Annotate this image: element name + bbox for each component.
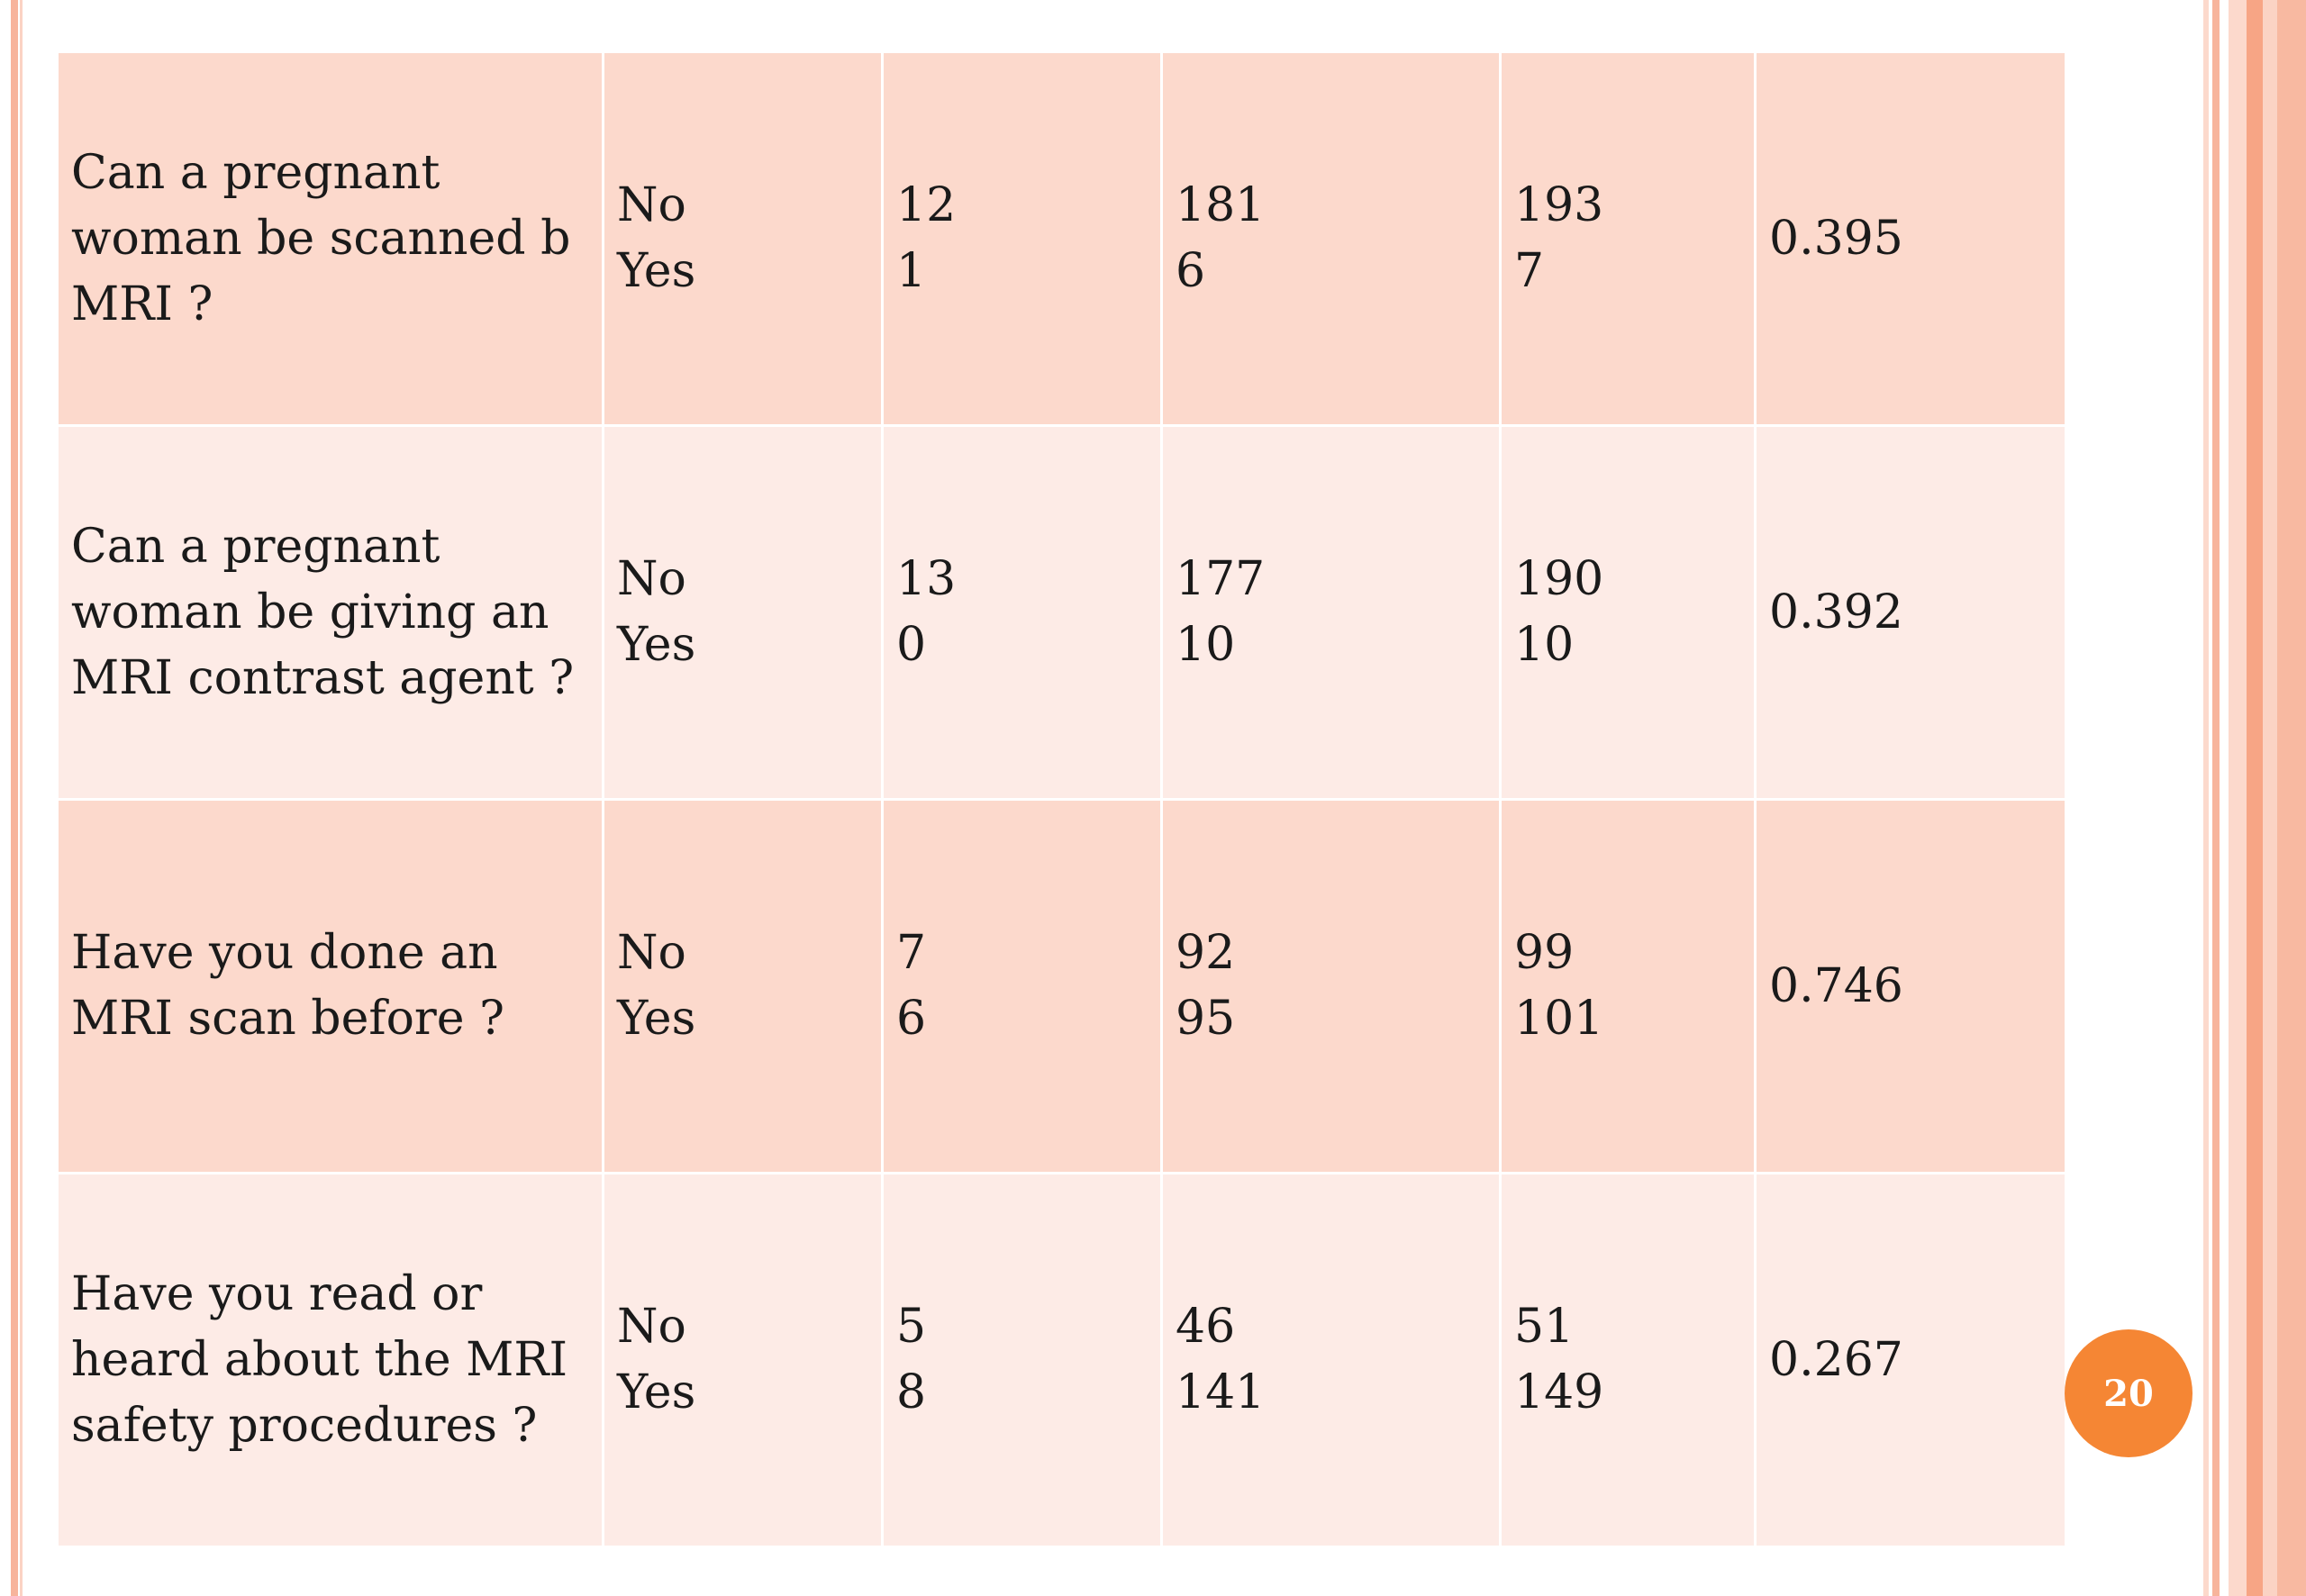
page-number-badge: 20 — [2065, 1329, 2193, 1457]
left-border-stripe-thin — [20, 0, 23, 1596]
question-text: Have you done an MRI scan before ? — [71, 926, 504, 1046]
p-value: 0.746 — [1769, 958, 1903, 1013]
total-value: 190 — [1514, 552, 1604, 606]
count-value: 10 — [1176, 618, 1236, 672]
answer-yes: Yes — [617, 992, 696, 1046]
total-value: 101 — [1514, 992, 1604, 1046]
total-value: 99 — [1514, 926, 1575, 980]
p-value-cell: 0.267 — [1754, 1172, 2067, 1548]
count-cell: 13 0 — [881, 424, 1163, 801]
total-cell: 190 10 — [1499, 424, 1757, 801]
count-value: 13 — [896, 552, 957, 606]
count-value: 6 — [1176, 244, 1206, 298]
question-cell: Have you read or heard about the MRI saf… — [56, 1172, 604, 1548]
p-value-cell: 0.392 — [1754, 424, 2067, 801]
table-row: Can a pregnant woman be scanned b MRI ? … — [56, 50, 2067, 427]
total-value: 149 — [1514, 1365, 1604, 1419]
p-value: 0.395 — [1769, 211, 1903, 266]
left-border-stripe — [11, 0, 18, 1596]
answer-no: No — [617, 926, 686, 980]
count-cell: 46 141 — [1160, 1172, 1502, 1548]
count-value: 177 — [1176, 552, 1266, 606]
answer-yes: Yes — [617, 1365, 696, 1419]
count-value: 141 — [1176, 1365, 1266, 1419]
total-value: 193 — [1514, 178, 1604, 232]
total-value: 51 — [1514, 1300, 1575, 1354]
total-value: 7 — [1514, 244, 1545, 298]
count-value: 12 — [896, 178, 957, 232]
count-value: 95 — [1176, 992, 1236, 1046]
answer-cell: No Yes — [602, 1172, 884, 1548]
count-value: 6 — [896, 992, 927, 1046]
count-value: 181 — [1176, 178, 1266, 232]
answer-cell: No Yes — [602, 424, 884, 801]
count-cell: 177 10 — [1160, 424, 1502, 801]
p-value-cell: 0.746 — [1754, 798, 2067, 1174]
question-text: Can a pregnant woman be scanned b MRI ? — [71, 145, 571, 331]
question-text: Can a pregnant woman be giving an MRI co… — [71, 519, 575, 705]
count-value: 1 — [896, 244, 927, 298]
answer-cell: No Yes — [602, 798, 884, 1174]
count-value: 46 — [1176, 1300, 1236, 1354]
count-value: 8 — [896, 1365, 927, 1419]
right-border-stripe — [2229, 0, 2247, 1596]
count-cell: 92 95 — [1160, 798, 1502, 1174]
question-text: Have you read or heard about the MRI saf… — [71, 1266, 568, 1453]
answer-yes: Yes — [617, 618, 696, 672]
table-row: Have you read or heard about the MRI saf… — [56, 1172, 2067, 1548]
answer-no: No — [617, 552, 686, 606]
p-value-cell: 0.395 — [1754, 50, 2067, 427]
question-cell: Can a pregnant woman be scanned b MRI ? — [56, 50, 604, 427]
count-value: 92 — [1176, 926, 1236, 980]
count-value: 0 — [896, 618, 927, 672]
right-border-stripe — [2277, 0, 2306, 1596]
p-value: 0.267 — [1769, 1332, 1903, 1387]
right-border-stripe — [2247, 0, 2263, 1596]
table-row: Can a pregnant woman be giving an MRI co… — [56, 424, 2067, 801]
count-value: 5 — [896, 1300, 927, 1354]
answer-no: No — [617, 178, 686, 232]
survey-table: Can a pregnant woman be scanned b MRI ? … — [56, 50, 2067, 1548]
total-cell: 193 7 — [1499, 50, 1757, 427]
total-cell: 99 101 — [1499, 798, 1757, 1174]
table-row: Have you done an MRI scan before ? No Yes… — [56, 798, 2067, 1174]
count-cell: 12 1 — [881, 50, 1163, 427]
total-cell: 51 149 — [1499, 1172, 1757, 1548]
question-cell: Have you done an MRI scan before ? — [56, 798, 604, 1174]
p-value: 0.392 — [1769, 585, 1903, 639]
answer-yes: Yes — [617, 244, 696, 298]
question-cell: Can a pregnant woman be giving an MRI co… — [56, 424, 604, 801]
answer-no: No — [617, 1300, 686, 1354]
count-value: 7 — [896, 926, 927, 980]
right-border-stripe — [2203, 0, 2209, 1596]
answer-cell: No Yes — [602, 50, 884, 427]
right-border-stripe — [2212, 0, 2220, 1596]
right-border-stripe — [2263, 0, 2277, 1596]
count-cell: 181 6 — [1160, 50, 1502, 427]
total-value: 10 — [1514, 618, 1575, 672]
